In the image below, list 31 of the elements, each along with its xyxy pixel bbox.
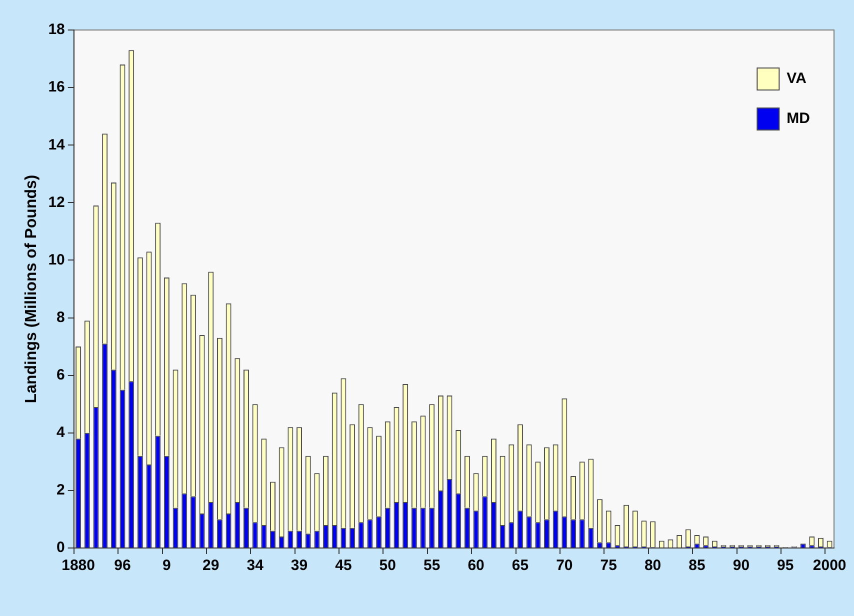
- x-tick-label: 2000: [812, 557, 846, 574]
- x-tick-label: 80: [644, 557, 662, 574]
- y-tick-label: 14: [48, 136, 66, 154]
- x-tick-label: 96: [114, 557, 131, 574]
- y-tick-label: 12: [48, 194, 65, 211]
- y-tick-label: 8: [56, 308, 65, 326]
- x-tick-label: 55: [424, 557, 440, 574]
- y-axis-title: Landings (Millions of Pounds): [23, 174, 40, 404]
- x-tick-label: 9: [162, 557, 171, 574]
- y-tick-label: 16: [48, 78, 65, 96]
- x-tick-label: 85: [688, 557, 706, 574]
- x-tick-label: 1880: [62, 557, 95, 574]
- x-tick-label: 90: [732, 557, 750, 574]
- y-tick-label: 4: [56, 424, 66, 442]
- x-tick-label: 70: [556, 557, 573, 574]
- x-tick-label: 39: [290, 557, 308, 574]
- legend-label: MD: [786, 110, 810, 128]
- y-tick-label: 0: [56, 539, 65, 556]
- y-tick-label: 18: [48, 21, 65, 38]
- legend-label: VA: [786, 70, 807, 88]
- x-tick-label: 60: [468, 557, 484, 574]
- y-tick-label: 6: [56, 366, 65, 384]
- y-tick-label: 2: [56, 482, 65, 499]
- x-tick-label: 75: [600, 557, 617, 574]
- x-tick-label: 29: [202, 557, 220, 574]
- x-tick-label: 65: [512, 557, 529, 574]
- x-tick-label: 50: [379, 557, 396, 574]
- y-tick-label: 10: [48, 251, 65, 268]
- x-tick-label: 95: [777, 557, 794, 574]
- x-tick-label: 34: [246, 557, 264, 574]
- x-tick-label: 45: [335, 557, 352, 574]
